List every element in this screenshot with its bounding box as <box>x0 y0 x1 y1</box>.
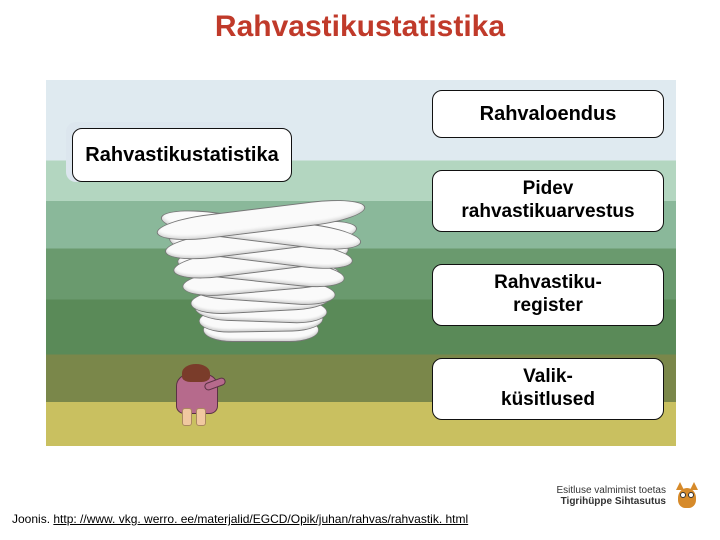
footer-prefix: Joonis. <box>12 512 53 526</box>
paper-pile <box>156 188 366 368</box>
person-hair <box>182 364 210 382</box>
owl-eye <box>680 492 686 498</box>
page-title: Rahvastikustatistika <box>0 0 720 44</box>
owl-icon <box>672 482 702 510</box>
left-box: Rahvastikustatistika <box>72 128 292 182</box>
diagram-area: Rahvastikustatistika Rahvaloendus Pidevr… <box>46 80 676 446</box>
sponsor-text: Esitluse valmimist toetas Tigrihüppe Sih… <box>557 485 666 507</box>
right-box-2-label: Rahvastiku-register <box>494 272 602 318</box>
left-box-label: Rahvastikustatistika <box>85 144 278 167</box>
right-box-3-label: Valik-küsitlused <box>501 366 595 412</box>
sponsor-line1: Esitluse valmimist toetas <box>557 485 666 496</box>
right-box-0-label: Rahvaloendus <box>480 102 617 126</box>
person-leg <box>182 408 192 426</box>
sponsor-block: Esitluse valmimist toetas Tigrihüppe Sih… <box>557 482 702 510</box>
right-column: Rahvaloendus Pidevrahvastikuarvestus Rah… <box>432 90 664 420</box>
right-box-3: Valik-küsitlused <box>432 358 664 420</box>
right-box-0: Rahvaloendus <box>432 90 664 138</box>
footer-link[interactable]: http: //www. vkg. werro. ee/materjalid/E… <box>53 512 468 526</box>
right-box-2: Rahvastiku-register <box>432 264 664 326</box>
sponsor-line2: Tigrihüppe Sihtasutus <box>557 496 666 507</box>
right-box-1-label: Pidevrahvastikuarvestus <box>461 178 634 224</box>
right-box-1: Pidevrahvastikuarvestus <box>432 170 664 232</box>
person-figure <box>168 362 228 424</box>
owl-eye <box>688 492 694 498</box>
footer-caption: Joonis. http: //www. vkg. werro. ee/mate… <box>12 512 468 526</box>
owl-body <box>678 488 696 508</box>
person-leg <box>196 408 206 426</box>
